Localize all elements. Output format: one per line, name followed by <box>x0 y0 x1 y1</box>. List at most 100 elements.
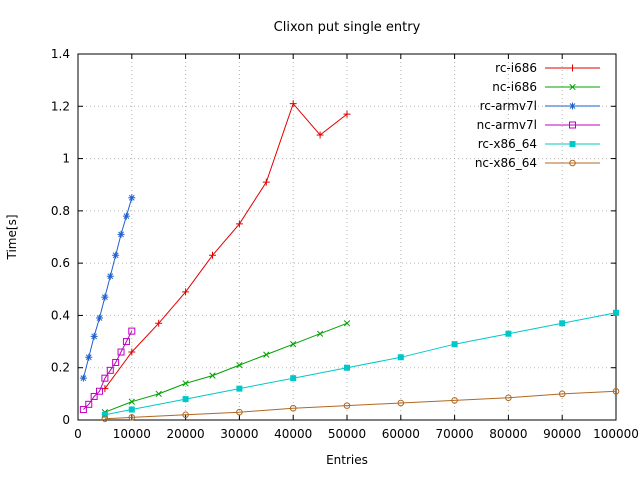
series-rc-armv7l <box>79 194 136 382</box>
marker-asterisk <box>569 102 576 110</box>
legend-item-nc-armv7l: nc-armv7l <box>477 118 600 132</box>
x-tick-label: 0 <box>74 427 82 441</box>
legend: rc-i686 nc-i686 rc-armv7l nc-armv7l rc-x86_6… <box>475 61 600 170</box>
marker-circle-open <box>569 159 576 167</box>
legend-label: nc-armv7l <box>477 118 537 132</box>
chart-title: Clixon put single entry <box>274 20 421 35</box>
marker-x <box>155 390 162 398</box>
legend-label: nc-i686 <box>492 80 537 94</box>
legend-item-rc-x86_64: rc-x86_64 <box>478 137 600 151</box>
marker-circle-open <box>612 387 620 395</box>
legend-label: rc-i686 <box>495 61 537 75</box>
marker-square-filled <box>559 320 566 327</box>
marker-circle-open <box>343 402 351 409</box>
marker-square-filled <box>613 309 619 316</box>
x-tick-label: 100000 <box>593 427 639 441</box>
series-line <box>104 312 617 416</box>
marker-plus <box>289 100 297 108</box>
legend-label: rc-x86_64 <box>478 137 537 151</box>
series-line <box>82 197 133 379</box>
marker-x <box>236 361 243 369</box>
marker-circle-open <box>101 415 109 422</box>
series-line <box>83 330 133 410</box>
y-tick-label: 1 <box>62 152 70 166</box>
marker-x <box>316 330 324 337</box>
legend-item-rc-armv7l: rc-armv7l <box>480 99 600 113</box>
marker-square-filled <box>236 385 243 392</box>
marker-asterisk <box>122 212 130 220</box>
marker-square-filled <box>182 396 189 403</box>
marker-x <box>569 83 576 91</box>
y-tick-label: 0 <box>62 413 70 427</box>
marker-plus <box>316 131 324 139</box>
legend-item-nc-x86_64: nc-x86_64 <box>475 156 600 170</box>
x-tick-label: 10000 <box>113 427 151 441</box>
marker-x <box>343 320 351 327</box>
marker-square-open <box>117 348 125 356</box>
series-line <box>104 390 617 420</box>
series-nc-x86_64 <box>101 387 620 422</box>
marker-x <box>182 380 189 387</box>
series-nc-armv7l <box>79 327 136 414</box>
marker-plus <box>155 319 163 327</box>
legend-label: nc-x86_64 <box>475 156 537 170</box>
marker-x <box>263 351 270 358</box>
x-tick-label: 40000 <box>274 427 312 441</box>
marker-asterisk <box>79 374 87 382</box>
marker-x <box>209 372 216 379</box>
y-tick-label: 0.2 <box>51 361 70 375</box>
marker-square-filled <box>451 341 458 348</box>
x-tick-label: 70000 <box>436 427 474 441</box>
marker-square-filled <box>505 330 512 337</box>
marker-circle-open <box>397 399 405 407</box>
plot-area: 0 10000 20000 30000 40000 50000 60000 70000 8000… <box>51 47 639 441</box>
marker-square-open <box>79 406 87 414</box>
x-tick-label: 90000 <box>543 427 581 441</box>
y-tick-label: 0.6 <box>51 256 70 270</box>
y-axis-label: Time[s] <box>5 215 19 261</box>
marker-asterisk <box>90 332 98 340</box>
y-tick-label: 0.8 <box>51 204 70 218</box>
marker-square-open <box>90 392 98 400</box>
marker-asterisk <box>101 293 109 301</box>
legend-label: rc-armv7l <box>480 99 537 113</box>
marker-circle-open <box>182 411 189 419</box>
marker-plus <box>182 288 190 296</box>
marker-square-open <box>101 374 109 382</box>
marker-square-filled <box>397 354 404 361</box>
marker-plus <box>343 110 351 118</box>
marker-x <box>128 398 135 405</box>
marker-square-open <box>96 387 104 395</box>
y-tick-label: 0.4 <box>51 308 70 322</box>
marker-asterisk <box>96 314 104 322</box>
x-axis-label: Entries <box>326 453 368 467</box>
marker-plus <box>262 178 270 186</box>
y-tick-label: 1.2 <box>51 99 70 113</box>
marker-asterisk <box>128 194 136 202</box>
x-tick-label: 20000 <box>167 427 205 441</box>
marker-square-filled <box>290 375 297 382</box>
series-rc-x86_64 <box>101 309 619 418</box>
marker-circle-open <box>128 414 136 421</box>
marker-square-filled <box>101 411 108 418</box>
marker-square-open <box>106 366 114 374</box>
marker-circle-open <box>236 408 243 416</box>
marker-plus <box>209 251 216 259</box>
y-tick-label: 1.4 <box>51 47 70 61</box>
x-tick-label: 50000 <box>328 427 366 441</box>
marker-asterisk <box>106 272 114 280</box>
marker-square-open <box>85 400 93 408</box>
marker-x <box>290 341 297 348</box>
marker-square-open <box>122 338 130 346</box>
x-tick-label: 30000 <box>220 427 258 441</box>
series-line <box>104 322 348 413</box>
marker-plus <box>235 220 243 228</box>
marker-square-filled <box>128 406 135 413</box>
marker-square-open <box>128 327 136 335</box>
marker-plus <box>128 348 136 356</box>
series-line <box>104 102 348 389</box>
marker-square-filled <box>344 364 350 371</box>
legend-item-nc-i686: nc-i686 <box>492 80 600 94</box>
marker-circle-open <box>558 390 566 398</box>
